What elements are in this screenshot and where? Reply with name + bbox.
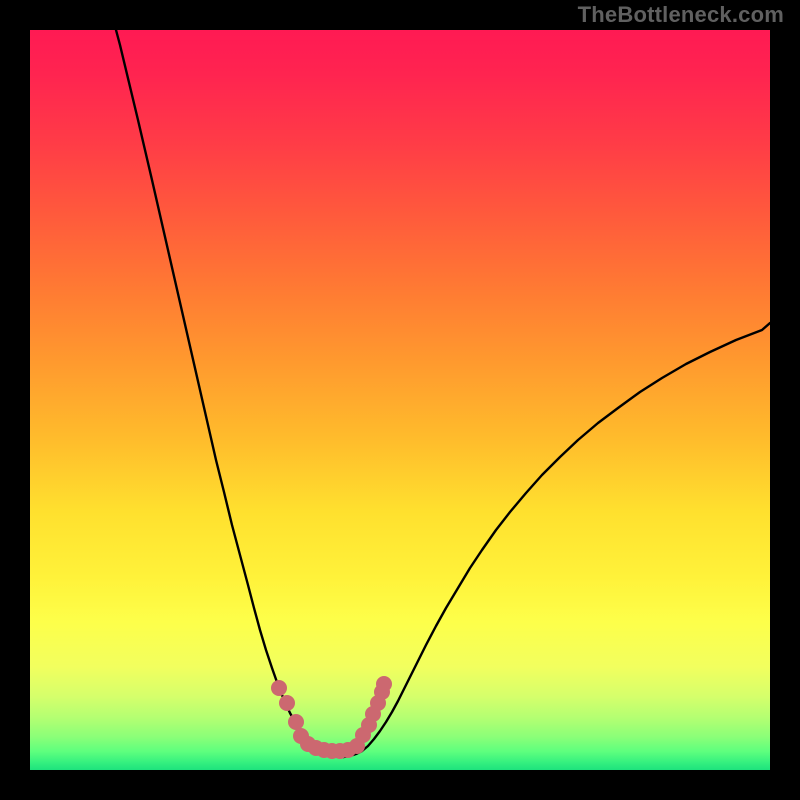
plot-frame: [30, 30, 770, 770]
chart-container: TheBottleneck.com: [0, 0, 800, 800]
watermark-text: TheBottleneck.com: [578, 2, 784, 28]
gradient-background: [30, 30, 770, 770]
